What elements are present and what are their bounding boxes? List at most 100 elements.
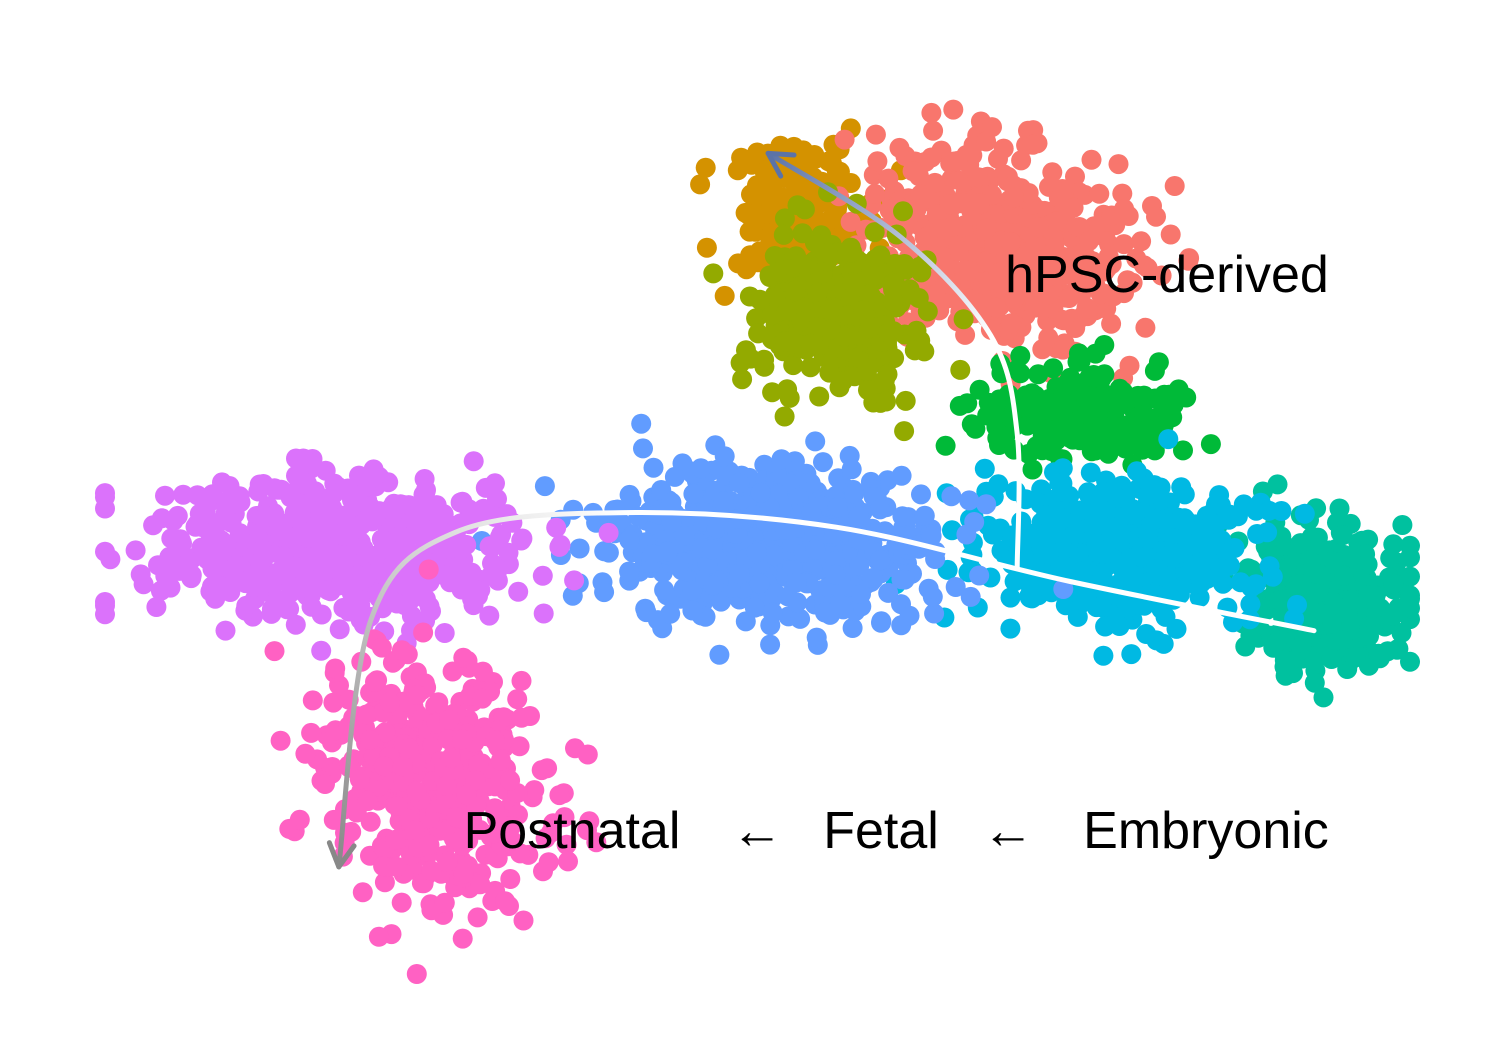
cluster-2-points [820,99,1200,394]
cell-point [696,237,717,258]
cell-point [969,565,990,586]
cell-point [1267,474,1288,495]
cell-point [1400,547,1420,568]
cell-point [1067,606,1088,627]
cell-point [1062,429,1083,450]
cell-point [1324,592,1345,613]
cell-point [320,581,341,602]
cell-point [1113,234,1134,255]
cell-point [465,770,486,791]
cell-point [783,355,804,376]
cell-point [703,575,724,596]
cell-point [1022,134,1043,155]
cell-point [827,497,848,518]
cell-point [1095,616,1116,637]
cell-point [767,262,788,282]
cell-point [914,505,935,526]
cell-point [878,582,899,603]
cell-point [1216,543,1237,564]
cell-point [947,151,968,171]
cell-point [374,872,395,893]
cell-point [878,168,899,189]
cell-point [911,484,931,505]
cell-point [1120,548,1141,569]
cell-point [1078,483,1099,504]
cell-point [413,484,434,505]
cell-point [1340,546,1361,567]
cell-point [840,211,861,232]
stage-arrow-fetal-to-postnatal: ← [731,802,783,860]
cell-point [1018,443,1039,464]
cell-point [95,498,115,519]
cell-point [774,406,795,427]
cell-point [434,623,455,643]
cluster-9-points [264,559,607,984]
cell-point [894,421,915,442]
cell-point [1010,363,1031,384]
cell-point [381,540,402,561]
cell-point [790,608,811,629]
cell-point [479,605,500,626]
cell-point [598,522,619,543]
cell-point [1133,402,1154,423]
cell-point [1400,566,1420,587]
cell-point [976,218,997,239]
cell-point [1148,352,1169,373]
cell-point [495,891,516,912]
cell-point [749,241,770,262]
cluster-4-points [935,335,1221,480]
cell-point [479,536,500,557]
cell-point [1082,251,1103,272]
cell-point [1052,458,1073,479]
cell-point [1005,481,1026,502]
cell-point [1131,231,1152,252]
cell-point [865,124,886,145]
cell-point [386,856,407,877]
cell-point [449,831,470,851]
cell-point [1024,393,1045,413]
cell-point [546,517,567,538]
cell-point [813,452,833,473]
cell-point [969,379,990,400]
cell-point [984,234,1005,255]
cell-point [220,582,241,602]
cell-point [1103,286,1124,307]
cell-point [440,747,461,768]
cell-point [461,501,482,522]
cell-point [1266,632,1287,653]
cell-point [1093,645,1114,666]
cell-point [1304,672,1325,693]
cell-point [1123,432,1144,453]
cell-point [1145,509,1165,530]
cell-point [918,578,939,599]
cell-point [1313,687,1334,708]
cell-point [949,395,970,416]
cell-point [864,265,885,286]
cell-point [664,466,685,487]
cell-point [329,619,350,640]
cell-point [988,474,1009,495]
cell-point [1039,392,1060,413]
cell-point [535,828,556,849]
cell-point [1310,564,1331,585]
cell-point [1112,183,1133,204]
cell-point [1118,597,1139,618]
cell-point [757,203,778,224]
cell-point [1065,166,1085,187]
cell-point [806,627,827,648]
cell-point [456,785,477,805]
cell-point [301,722,322,743]
cell-point [988,262,1009,283]
cell-point [894,254,915,274]
cell-point [212,541,233,562]
cell-point [865,249,886,270]
trajectory-main-line [336,510,1317,870]
cell-point [1241,577,1262,598]
cell-point [1190,519,1211,540]
cell-point [422,735,443,755]
cell-point [1158,429,1179,450]
cell-point [727,160,748,181]
cell-point [746,542,767,563]
cell-point [1000,232,1021,253]
cell-point [1262,566,1283,587]
